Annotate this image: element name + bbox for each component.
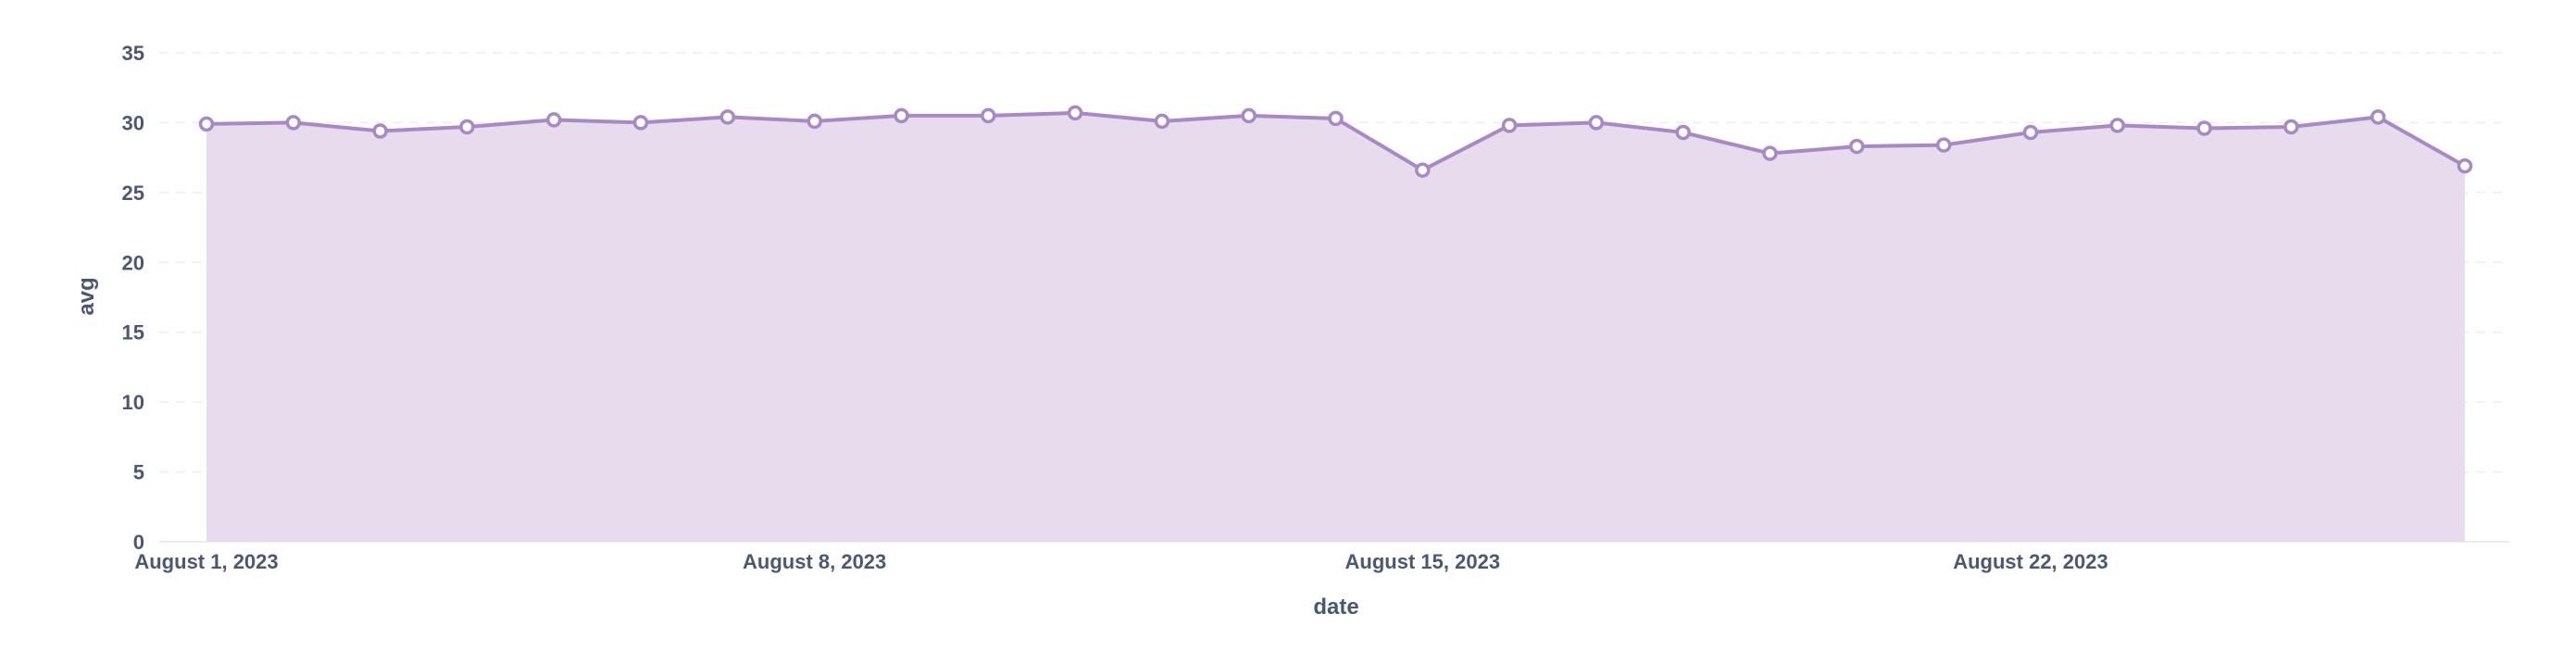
- y-tick-label: 30: [122, 111, 144, 134]
- data-point[interactable]: [719, 109, 736, 125]
- data-point[interactable]: [1067, 105, 1083, 121]
- data-point[interactable]: [2196, 120, 2212, 136]
- x-axis-ticks: August 1, 2023 August 8, 2023 August 15, 2…: [134, 550, 2107, 573]
- data-point[interactable]: [1849, 138, 1865, 155]
- data-point[interactable]: [459, 119, 475, 135]
- x-tick-label: August 8, 2023: [743, 550, 886, 573]
- series-area-fill: [206, 112, 2465, 543]
- y-tick-label: 5: [133, 461, 144, 484]
- x-tick-label: August 15, 2023: [1345, 550, 1501, 573]
- y-tick-label: 35: [122, 42, 144, 65]
- data-point[interactable]: [1154, 113, 1170, 130]
- data-point[interactable]: [632, 115, 649, 131]
- data-point[interactable]: [285, 115, 302, 131]
- y-axis-ticks: 0 5 10 15 20 25 30 35: [122, 42, 144, 554]
- data-point[interactable]: [1762, 145, 1778, 161]
- data-point[interactable]: [2109, 118, 2126, 133]
- y-tick-label: 15: [122, 321, 144, 345]
- x-axis-title: date: [1313, 595, 1358, 620]
- y-tick-label: 10: [122, 391, 144, 414]
- y-tick-label: 25: [122, 182, 144, 205]
- data-point[interactable]: [981, 107, 996, 124]
- y-axis-title: avg: [74, 277, 99, 315]
- x-tick-label: August 1, 2023: [134, 550, 278, 573]
- data-point[interactable]: [1415, 162, 1431, 178]
- data-point[interactable]: [2283, 119, 2299, 135]
- data-points: [198, 105, 2473, 178]
- data-point[interactable]: [1935, 137, 1952, 153]
- data-point[interactable]: [807, 113, 822, 130]
- data-point[interactable]: [198, 116, 215, 132]
- data-point[interactable]: [894, 107, 909, 124]
- data-point[interactable]: [545, 112, 562, 128]
- area-series: [206, 112, 2465, 543]
- data-point[interactable]: [2457, 157, 2473, 174]
- data-point[interactable]: [1241, 107, 1257, 124]
- data-point[interactable]: [1675, 124, 1691, 141]
- data-point[interactable]: [2370, 109, 2386, 125]
- data-point[interactable]: [2022, 124, 2039, 141]
- data-point[interactable]: [372, 123, 388, 139]
- y-tick-label: 0: [133, 531, 144, 554]
- data-point[interactable]: [1501, 118, 1518, 133]
- x-tick-label: August 22, 2023: [1953, 550, 2108, 573]
- data-point[interactable]: [1328, 110, 1344, 127]
- y-tick-label: 20: [122, 251, 144, 274]
- data-point[interactable]: [1588, 115, 1605, 131]
